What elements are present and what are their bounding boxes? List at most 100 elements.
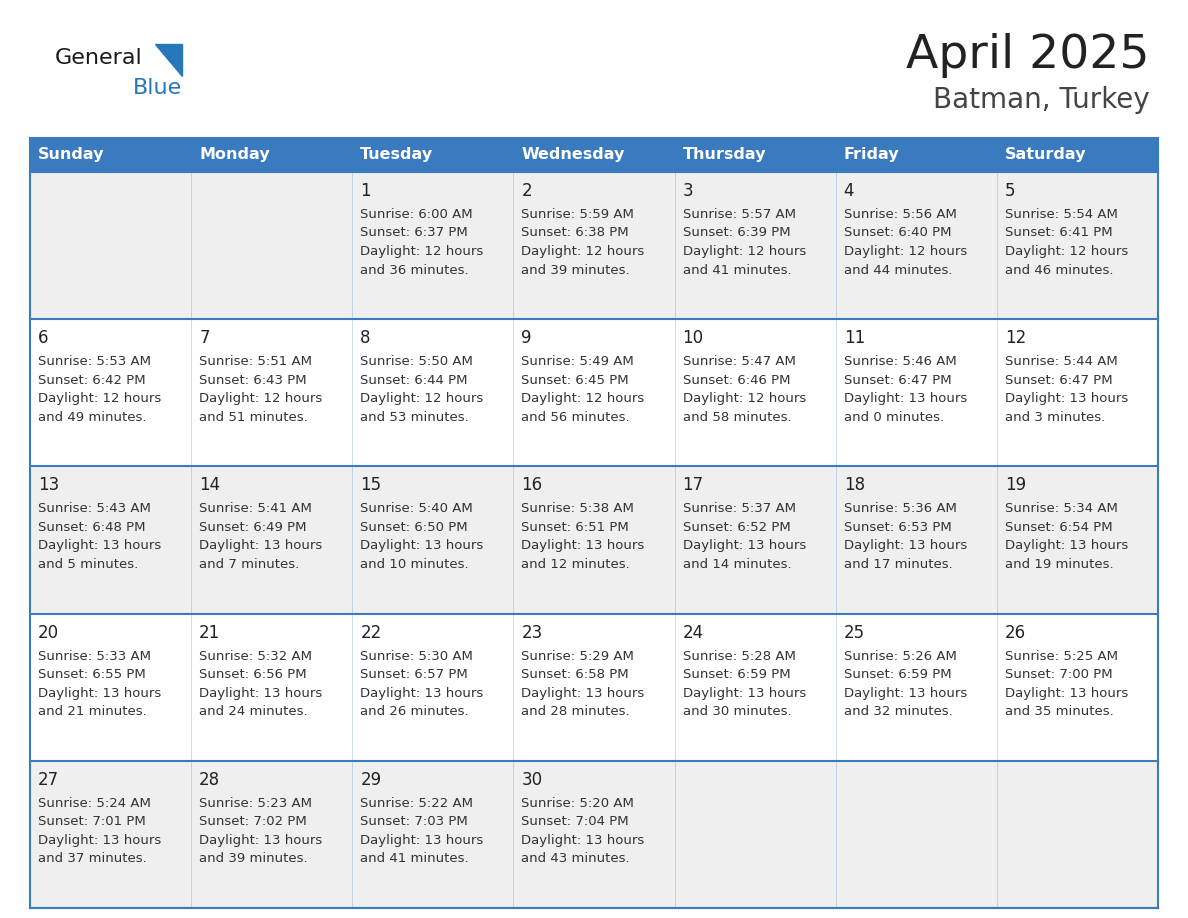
Text: Thursday: Thursday bbox=[683, 148, 766, 162]
Text: and 37 minutes.: and 37 minutes. bbox=[38, 852, 147, 866]
Text: Sunrise: 5:37 AM: Sunrise: 5:37 AM bbox=[683, 502, 796, 515]
Text: and 24 minutes.: and 24 minutes. bbox=[200, 705, 308, 718]
Text: Sunset: 6:53 PM: Sunset: 6:53 PM bbox=[843, 521, 952, 534]
Text: Sunset: 6:48 PM: Sunset: 6:48 PM bbox=[38, 521, 145, 534]
Text: and 35 minutes.: and 35 minutes. bbox=[1005, 705, 1113, 718]
Text: Sunrise: 5:50 AM: Sunrise: 5:50 AM bbox=[360, 355, 473, 368]
Text: Sunday: Sunday bbox=[38, 148, 105, 162]
Text: Sunrise: 5:34 AM: Sunrise: 5:34 AM bbox=[1005, 502, 1118, 515]
Text: Sunrise: 5:25 AM: Sunrise: 5:25 AM bbox=[1005, 650, 1118, 663]
Text: and 28 minutes.: and 28 minutes. bbox=[522, 705, 630, 718]
Text: General: General bbox=[55, 48, 143, 68]
Text: Sunrise: 5:43 AM: Sunrise: 5:43 AM bbox=[38, 502, 151, 515]
Text: Sunset: 7:04 PM: Sunset: 7:04 PM bbox=[522, 815, 630, 828]
Bar bbox=[30, 172, 1158, 319]
Text: 28: 28 bbox=[200, 771, 220, 789]
Text: and 21 minutes.: and 21 minutes. bbox=[38, 705, 147, 718]
Text: Daylight: 13 hours: Daylight: 13 hours bbox=[360, 687, 484, 700]
Text: Sunrise: 5:44 AM: Sunrise: 5:44 AM bbox=[1005, 355, 1118, 368]
Text: Sunset: 6:44 PM: Sunset: 6:44 PM bbox=[360, 374, 468, 386]
Text: Sunset: 6:38 PM: Sunset: 6:38 PM bbox=[522, 227, 630, 240]
Text: Daylight: 12 hours: Daylight: 12 hours bbox=[360, 245, 484, 258]
Text: 1: 1 bbox=[360, 182, 371, 200]
Text: Daylight: 13 hours: Daylight: 13 hours bbox=[1005, 540, 1129, 553]
Text: Sunrise: 5:59 AM: Sunrise: 5:59 AM bbox=[522, 208, 634, 221]
Text: Daylight: 13 hours: Daylight: 13 hours bbox=[200, 687, 322, 700]
Text: and 10 minutes.: and 10 minutes. bbox=[360, 558, 469, 571]
Text: Sunrise: 5:32 AM: Sunrise: 5:32 AM bbox=[200, 650, 312, 663]
Text: Daylight: 13 hours: Daylight: 13 hours bbox=[522, 687, 645, 700]
Text: and 17 minutes.: and 17 minutes. bbox=[843, 558, 953, 571]
Text: and 58 minutes.: and 58 minutes. bbox=[683, 410, 791, 424]
Text: Batman, Turkey: Batman, Turkey bbox=[934, 86, 1150, 114]
Text: 2: 2 bbox=[522, 182, 532, 200]
Text: and 36 minutes.: and 36 minutes. bbox=[360, 263, 469, 276]
Text: Daylight: 13 hours: Daylight: 13 hours bbox=[38, 540, 162, 553]
Bar bbox=[30, 613, 1158, 761]
Text: and 44 minutes.: and 44 minutes. bbox=[843, 263, 953, 276]
Text: Sunrise: 5:30 AM: Sunrise: 5:30 AM bbox=[360, 650, 473, 663]
Text: Daylight: 13 hours: Daylight: 13 hours bbox=[38, 834, 162, 846]
Text: 23: 23 bbox=[522, 623, 543, 642]
Text: Daylight: 12 hours: Daylight: 12 hours bbox=[683, 392, 805, 405]
Text: Sunset: 6:46 PM: Sunset: 6:46 PM bbox=[683, 374, 790, 386]
Text: Sunset: 6:49 PM: Sunset: 6:49 PM bbox=[200, 521, 307, 534]
Text: 29: 29 bbox=[360, 771, 381, 789]
Text: and 3 minutes.: and 3 minutes. bbox=[1005, 410, 1105, 424]
Text: Sunrise: 5:26 AM: Sunrise: 5:26 AM bbox=[843, 650, 956, 663]
Text: Daylight: 13 hours: Daylight: 13 hours bbox=[360, 834, 484, 846]
Text: Monday: Monday bbox=[200, 148, 270, 162]
Text: 26: 26 bbox=[1005, 623, 1026, 642]
Text: Sunset: 6:47 PM: Sunset: 6:47 PM bbox=[843, 374, 952, 386]
Text: Daylight: 13 hours: Daylight: 13 hours bbox=[843, 392, 967, 405]
Text: Sunrise: 6:00 AM: Sunrise: 6:00 AM bbox=[360, 208, 473, 221]
Text: 10: 10 bbox=[683, 330, 703, 347]
Text: and 39 minutes.: and 39 minutes. bbox=[200, 852, 308, 866]
Text: Daylight: 13 hours: Daylight: 13 hours bbox=[1005, 392, 1129, 405]
Text: Sunset: 7:03 PM: Sunset: 7:03 PM bbox=[360, 815, 468, 828]
Text: Sunset: 6:39 PM: Sunset: 6:39 PM bbox=[683, 227, 790, 240]
Text: Blue: Blue bbox=[133, 78, 182, 98]
Text: and 41 minutes.: and 41 minutes. bbox=[360, 852, 469, 866]
Text: 17: 17 bbox=[683, 476, 703, 495]
Text: and 30 minutes.: and 30 minutes. bbox=[683, 705, 791, 718]
Text: Sunrise: 5:38 AM: Sunrise: 5:38 AM bbox=[522, 502, 634, 515]
Text: Sunrise: 5:22 AM: Sunrise: 5:22 AM bbox=[360, 797, 473, 810]
Text: Sunset: 6:51 PM: Sunset: 6:51 PM bbox=[522, 521, 630, 534]
Text: and 53 minutes.: and 53 minutes. bbox=[360, 410, 469, 424]
Text: Sunset: 6:41 PM: Sunset: 6:41 PM bbox=[1005, 227, 1112, 240]
Text: Sunset: 7:00 PM: Sunset: 7:00 PM bbox=[1005, 668, 1112, 681]
Text: Daylight: 12 hours: Daylight: 12 hours bbox=[1005, 245, 1129, 258]
Text: 8: 8 bbox=[360, 330, 371, 347]
Text: Sunset: 6:45 PM: Sunset: 6:45 PM bbox=[522, 374, 630, 386]
Text: 20: 20 bbox=[38, 623, 59, 642]
Text: and 19 minutes.: and 19 minutes. bbox=[1005, 558, 1113, 571]
Bar bbox=[30, 319, 1158, 466]
Text: Sunrise: 5:20 AM: Sunrise: 5:20 AM bbox=[522, 797, 634, 810]
Text: Daylight: 13 hours: Daylight: 13 hours bbox=[683, 540, 805, 553]
Text: Daylight: 13 hours: Daylight: 13 hours bbox=[683, 687, 805, 700]
Text: and 14 minutes.: and 14 minutes. bbox=[683, 558, 791, 571]
Text: Sunrise: 5:46 AM: Sunrise: 5:46 AM bbox=[843, 355, 956, 368]
Text: and 7 minutes.: and 7 minutes. bbox=[200, 558, 299, 571]
Text: Sunset: 6:54 PM: Sunset: 6:54 PM bbox=[1005, 521, 1112, 534]
Text: Sunrise: 5:47 AM: Sunrise: 5:47 AM bbox=[683, 355, 796, 368]
Text: 27: 27 bbox=[38, 771, 59, 789]
Text: Sunset: 7:02 PM: Sunset: 7:02 PM bbox=[200, 815, 307, 828]
Text: and 12 minutes.: and 12 minutes. bbox=[522, 558, 630, 571]
Text: 5: 5 bbox=[1005, 182, 1016, 200]
Text: 24: 24 bbox=[683, 623, 703, 642]
Bar bbox=[30, 466, 1158, 613]
Text: Sunset: 6:59 PM: Sunset: 6:59 PM bbox=[683, 668, 790, 681]
Text: 19: 19 bbox=[1005, 476, 1026, 495]
Text: 15: 15 bbox=[360, 476, 381, 495]
Text: Sunrise: 5:57 AM: Sunrise: 5:57 AM bbox=[683, 208, 796, 221]
Text: Sunrise: 5:41 AM: Sunrise: 5:41 AM bbox=[200, 502, 312, 515]
Text: Daylight: 12 hours: Daylight: 12 hours bbox=[38, 392, 162, 405]
Text: Sunset: 6:52 PM: Sunset: 6:52 PM bbox=[683, 521, 790, 534]
Text: Daylight: 12 hours: Daylight: 12 hours bbox=[683, 245, 805, 258]
Text: Friday: Friday bbox=[843, 148, 899, 162]
Text: Sunset: 6:43 PM: Sunset: 6:43 PM bbox=[200, 374, 307, 386]
Text: Daylight: 13 hours: Daylight: 13 hours bbox=[522, 540, 645, 553]
Text: Sunset: 6:47 PM: Sunset: 6:47 PM bbox=[1005, 374, 1112, 386]
